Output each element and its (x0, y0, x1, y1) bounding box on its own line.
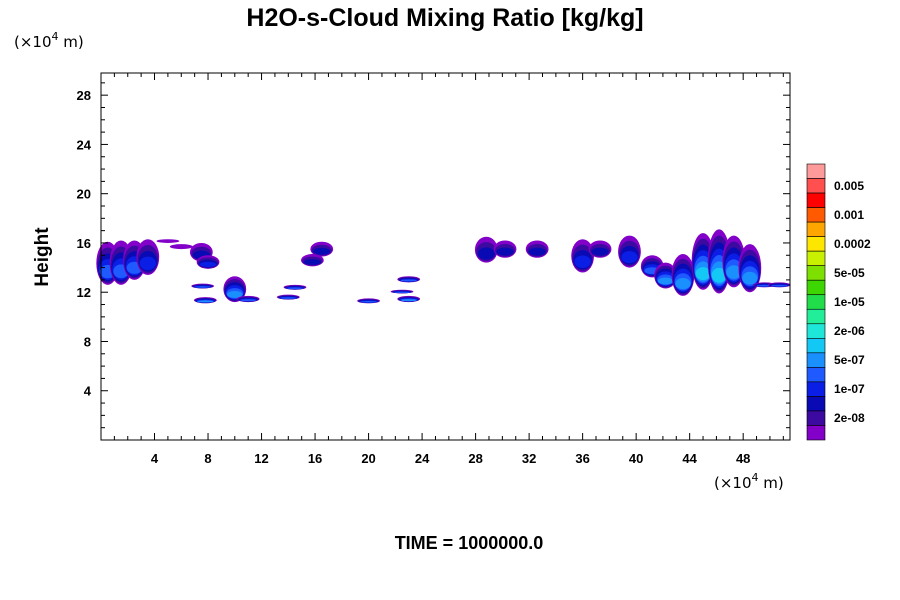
x-axis: 4 8 12 16 20 24 28 32 36 40 44 48 (113, 73, 784, 466)
colorbar-swatch (806, 236, 826, 252)
x-tick-label: 16 (308, 451, 322, 466)
colorbar-swatch (806, 192, 826, 208)
cloud-contour (675, 278, 691, 290)
cloud-contour (574, 255, 591, 268)
cloud-contour (197, 300, 213, 303)
cloud-contour (400, 279, 417, 282)
cloud-field (96, 229, 791, 304)
cloud-contour (528, 247, 546, 256)
cloud-contour (287, 287, 303, 290)
cloud-contour (401, 299, 417, 302)
colorbar-swatch (806, 308, 826, 325)
colorbar-label: 5e-05 (834, 266, 865, 280)
chart-title: H2O-s-Cloud Mixing Ratio [kg/kg] (246, 4, 643, 32)
colorbar-swatch (806, 250, 826, 266)
x-tick-label: 24 (415, 451, 430, 466)
y-tick-label: 8 (84, 334, 91, 349)
cloud-contour (621, 251, 638, 264)
y-tick-label: 4 (84, 384, 92, 399)
cloud-contour (156, 239, 180, 243)
x-tick-label: 44 (682, 451, 697, 466)
colorbar-label: 0.005 (834, 179, 864, 193)
colorbar-swatch (806, 178, 826, 194)
x-tick-label: 48 (736, 451, 750, 466)
colorbar-swatch (806, 367, 826, 383)
x-tick-label: 20 (361, 451, 375, 466)
cloud-contour (496, 247, 514, 256)
colorbar-label: 2e-08 (834, 411, 865, 425)
colorbar-label: 2e-06 (834, 324, 865, 338)
cloud-contour (726, 265, 742, 279)
y-axis-label: Height (32, 227, 53, 287)
colorbar (806, 163, 826, 441)
cloud-contour (360, 301, 377, 303)
colorbar-swatch (806, 207, 826, 223)
colorbar-swatch (806, 410, 826, 426)
colorbar-label: 0.0002 (834, 237, 871, 251)
cloud-contour (240, 299, 257, 302)
cloud-contour (313, 247, 331, 255)
y-tick-label: 20 (77, 187, 91, 202)
x-axis-unit: (×104 m) (714, 471, 784, 492)
x-tick-label: 4 (151, 451, 159, 466)
colorbar-swatch (806, 425, 826, 441)
colorbar-swatch (806, 221, 826, 237)
y-tick-label: 28 (77, 88, 91, 103)
colorbar-swatch (806, 279, 826, 296)
x-tick-label: 32 (522, 451, 536, 466)
x-tick-label: 12 (254, 451, 268, 466)
colorbar-swatch (806, 396, 826, 412)
cloud-contour (169, 244, 193, 250)
cloud-contour (394, 291, 410, 293)
colorbar-swatch (806, 294, 826, 310)
y-tick-label: 24 (77, 137, 92, 152)
colorbar-label: 1e-07 (834, 382, 865, 396)
cloud-contour (711, 267, 727, 283)
colorbar-label: 1e-05 (834, 295, 865, 309)
cloud-contour (194, 286, 211, 288)
cloud-contour (477, 247, 495, 260)
cloud-contour (199, 261, 217, 267)
x-tick-label: 28 (468, 451, 482, 466)
y-axis: 4 8 12 16 20 24 28 (77, 82, 790, 429)
colorbar-swatch (806, 338, 826, 354)
plot-frame (100, 72, 791, 441)
colorbar-swatch (806, 323, 826, 339)
x-tick-label: 36 (575, 451, 589, 466)
cloud-contour (227, 291, 243, 298)
y-axis-unit: (×104 m) (14, 30, 84, 51)
colorbar-swatch (806, 265, 826, 281)
colorbar-label: 0.001 (834, 208, 864, 222)
cloud-contour (657, 277, 674, 285)
cloud-contour (591, 247, 609, 256)
colorbar-labels: 0.005 0.001 0.0002 5e-05 1e-05 2e-06 5e-07 1e-0… (834, 179, 871, 425)
colorbar-swatch (806, 352, 826, 368)
y-tick-label: 16 (77, 236, 91, 251)
x-tick-label: 40 (629, 451, 643, 466)
cloud-contour (771, 285, 788, 287)
y-tick-label: 12 (77, 285, 91, 300)
cloud-contour (695, 267, 711, 281)
colorbar-swatch (806, 163, 826, 179)
time-label: TIME = 1000000.0 (395, 533, 544, 553)
x-tick-label: 8 (204, 451, 211, 466)
colorbar-label: 5e-07 (834, 353, 865, 367)
cloud-contour (742, 271, 758, 285)
cloud-contour (303, 259, 322, 265)
colorbar-swatch (806, 381, 826, 397)
cloud-contour (280, 297, 297, 299)
cloud-contour (139, 256, 156, 271)
